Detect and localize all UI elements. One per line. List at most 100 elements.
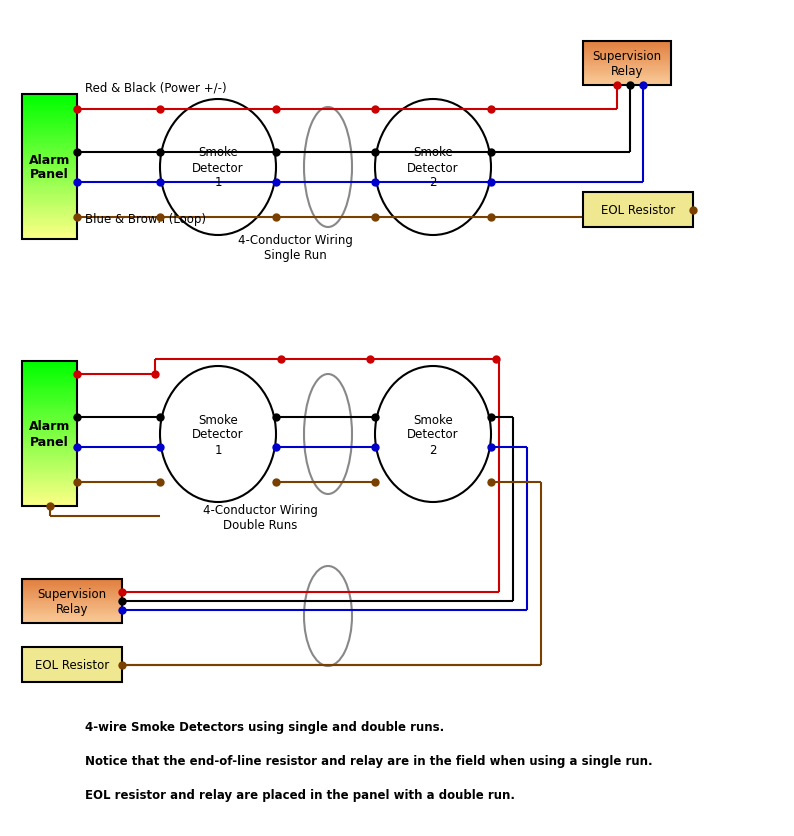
Bar bbox=[22, 591, 122, 593]
Bar bbox=[583, 54, 671, 55]
Bar bbox=[22, 479, 77, 481]
Bar bbox=[22, 160, 77, 162]
Bar bbox=[22, 436, 77, 437]
Bar bbox=[22, 115, 77, 116]
Bar bbox=[22, 415, 77, 418]
Bar bbox=[22, 470, 77, 472]
Bar bbox=[22, 158, 77, 160]
Bar bbox=[22, 167, 77, 169]
Bar bbox=[22, 611, 122, 612]
Bar bbox=[22, 209, 77, 211]
Bar bbox=[22, 169, 77, 171]
Bar bbox=[583, 193, 693, 227]
Bar bbox=[22, 429, 77, 431]
Bar bbox=[22, 149, 77, 151]
Bar bbox=[22, 421, 77, 423]
Bar bbox=[22, 178, 77, 180]
Bar bbox=[22, 468, 77, 470]
Bar bbox=[22, 610, 122, 611]
Bar bbox=[22, 206, 77, 207]
Bar bbox=[22, 108, 77, 110]
Bar bbox=[22, 124, 77, 125]
Bar bbox=[22, 186, 77, 187]
Bar bbox=[22, 171, 77, 173]
Bar bbox=[22, 104, 77, 105]
Bar bbox=[22, 443, 77, 445]
Bar bbox=[22, 225, 77, 227]
Bar bbox=[22, 487, 77, 488]
Bar bbox=[22, 594, 122, 596]
Bar bbox=[583, 70, 671, 72]
Bar bbox=[22, 203, 77, 206]
Bar bbox=[22, 485, 77, 487]
Bar bbox=[22, 448, 77, 451]
Bar bbox=[22, 587, 122, 588]
Bar bbox=[22, 387, 77, 389]
Bar bbox=[583, 75, 671, 76]
Bar bbox=[22, 618, 122, 619]
Bar bbox=[583, 45, 671, 46]
Bar bbox=[583, 46, 671, 48]
Bar bbox=[583, 51, 671, 52]
Bar bbox=[22, 425, 77, 426]
Bar bbox=[22, 195, 77, 196]
Bar bbox=[22, 426, 77, 429]
Bar bbox=[22, 472, 77, 474]
Bar bbox=[22, 238, 77, 240]
Bar bbox=[22, 446, 77, 448]
Bar bbox=[22, 396, 77, 398]
Bar bbox=[22, 192, 77, 195]
Bar bbox=[22, 207, 77, 209]
Bar bbox=[583, 77, 671, 79]
Bar bbox=[22, 110, 77, 111]
Bar bbox=[22, 647, 122, 682]
Bar bbox=[22, 589, 122, 590]
Bar bbox=[583, 66, 671, 67]
Bar bbox=[22, 501, 77, 502]
Bar bbox=[22, 590, 122, 591]
Bar bbox=[22, 604, 122, 605]
Bar bbox=[22, 647, 122, 682]
Bar bbox=[583, 43, 671, 44]
Bar bbox=[583, 80, 671, 81]
Bar bbox=[22, 191, 77, 192]
Bar bbox=[22, 579, 122, 580]
Bar bbox=[583, 63, 671, 64]
Text: 4-Conductor Wiring
Double Runs: 4-Conductor Wiring Double Runs bbox=[202, 503, 318, 532]
Bar bbox=[22, 140, 77, 142]
Bar bbox=[22, 423, 77, 425]
Bar bbox=[22, 200, 77, 201]
Text: 4-Conductor Wiring
Single Run: 4-Conductor Wiring Single Run bbox=[237, 234, 353, 262]
Bar bbox=[22, 580, 122, 582]
Bar bbox=[22, 593, 122, 594]
Bar bbox=[22, 111, 77, 113]
Bar bbox=[22, 125, 77, 127]
Bar bbox=[22, 181, 77, 184]
Bar bbox=[22, 451, 77, 452]
Bar bbox=[583, 84, 671, 86]
Bar bbox=[583, 56, 671, 58]
Bar bbox=[22, 383, 77, 385]
Bar bbox=[22, 463, 77, 465]
Bar bbox=[22, 153, 77, 155]
Bar bbox=[22, 147, 77, 149]
Bar bbox=[22, 175, 77, 176]
Bar bbox=[22, 145, 77, 147]
Bar bbox=[22, 596, 122, 597]
Bar bbox=[22, 441, 77, 443]
Bar bbox=[22, 361, 77, 364]
Bar bbox=[22, 621, 122, 622]
Bar bbox=[583, 55, 671, 56]
Bar bbox=[583, 65, 671, 66]
Bar bbox=[22, 601, 122, 603]
Bar bbox=[22, 376, 77, 378]
Bar bbox=[22, 466, 77, 468]
Bar bbox=[22, 231, 77, 232]
Bar bbox=[22, 211, 77, 212]
Bar bbox=[22, 151, 77, 153]
Bar bbox=[22, 398, 77, 400]
Bar bbox=[22, 378, 77, 380]
Bar bbox=[22, 127, 77, 130]
Bar bbox=[22, 620, 122, 621]
Bar bbox=[22, 459, 77, 461]
